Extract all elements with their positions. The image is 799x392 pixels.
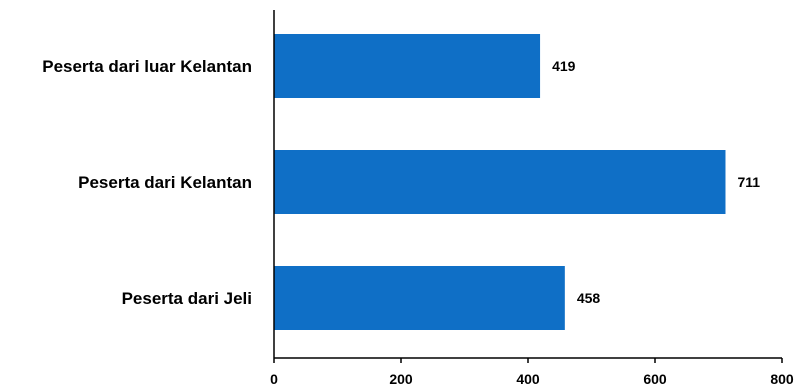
x-tick-label-1: 0 — [270, 371, 278, 387]
category-label-2: Peserta dari Kelantan — [78, 173, 252, 192]
value-labels-group: 419 711 458 — [552, 58, 760, 306]
x-tick-label-3: 400 — [516, 371, 540, 387]
data-label-3: 458 — [577, 290, 601, 306]
category-label-3: Peserta dari Jeli — [122, 289, 252, 308]
bar-1 — [274, 34, 541, 98]
x-tick-label-5: 800 — [770, 371, 794, 387]
category-labels-group: Peserta dari luar Kelantan Peserta dari K… — [42, 57, 252, 308]
bars-group — [274, 34, 726, 330]
data-label-1: 419 — [552, 58, 576, 74]
category-label-1: Peserta dari luar Kelantan — [42, 57, 252, 76]
x-tick-label-2: 200 — [389, 371, 413, 387]
data-label-2: 711 — [737, 174, 760, 190]
bar-2 — [274, 150, 726, 214]
x-tick-label-4: 600 — [643, 371, 667, 387]
bar-3 — [274, 266, 565, 330]
x-axis-ticks: 0 200 400 600 800 — [270, 358, 794, 387]
